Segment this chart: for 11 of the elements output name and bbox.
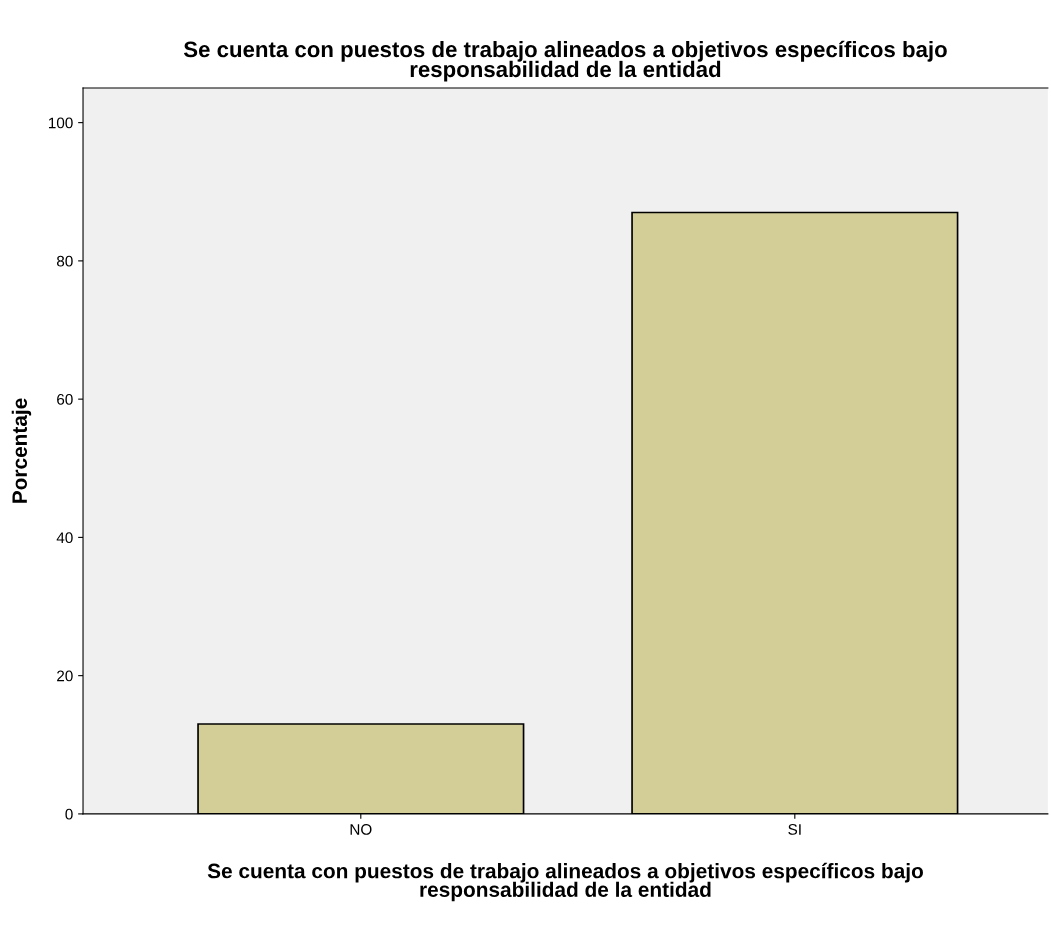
- x-tick-label: NO: [350, 824, 372, 835]
- y-axis-title: Porcentaje: [11, 398, 32, 503]
- y-tick-label: 80: [56, 255, 73, 267]
- y-tick-label: 0: [65, 808, 73, 820]
- y-tick-label: 60: [57, 394, 73, 405]
- y-tick-label: 20: [57, 670, 73, 682]
- y-tick-label: 100: [48, 117, 73, 129]
- y-tick-label: 40: [56, 532, 73, 544]
- x-tick-label: SI: [788, 824, 801, 835]
- x-axis-title: Se cuenta con puestos de trabajo alineados a objetivos específicos bajo responsabilidad de la entidad: [207, 862, 923, 902]
- chart-title: Se cuenta con puestos de trabajo alineados a objetivos específicos bajo responsabilidad de la entidad: [183, 40, 947, 82]
